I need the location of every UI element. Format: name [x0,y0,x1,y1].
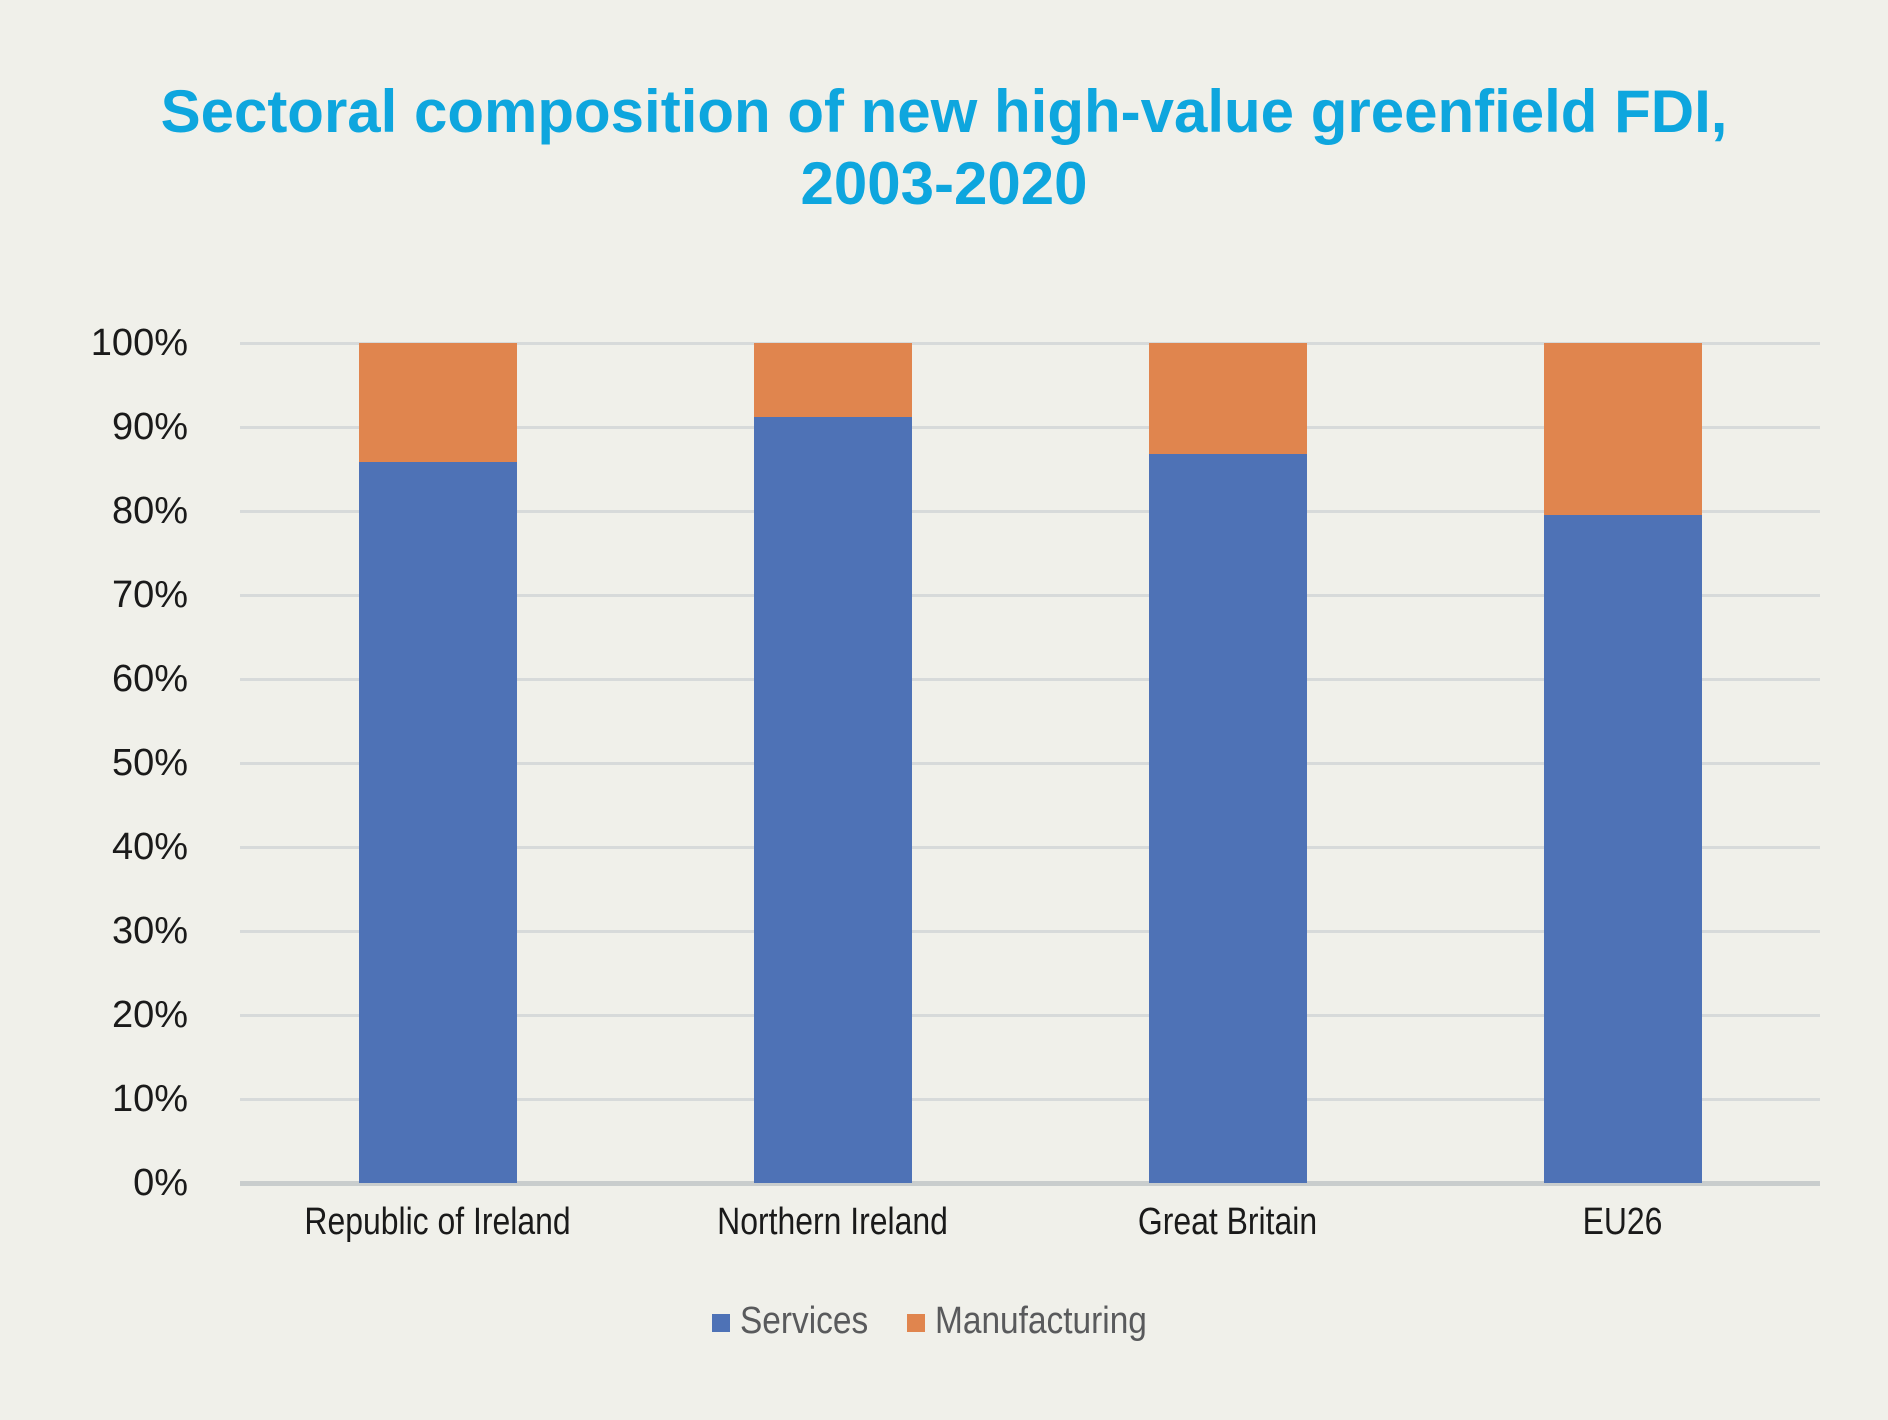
x-axis-category-label: Republic of Ireland [304,1201,571,1243]
y-axis-tick-label: 40% [111,826,188,868]
x-axis-category-label: Great Britain [1137,1201,1318,1243]
legend-label-services: Services [739,1300,868,1342]
gridline-20 [240,1013,1820,1017]
y-axis-tick-label: 10% [111,1078,188,1120]
bar-segment-manufacturing-republic-of-ireland [358,343,517,463]
gridline-60 [240,677,1820,681]
x-axis-category-label: Northern Ireland [717,1201,948,1243]
gridline-100 [240,341,1820,345]
gridline-70 [240,593,1820,597]
y-axis-tick-label: 0% [133,1162,188,1204]
y-axis-tick-label: 20% [111,994,188,1036]
chart-legend: Services Manufacturing [0,1300,1888,1342]
y-axis-tick-label: 50% [111,742,188,784]
bar-segment-manufacturing-eu26 [1543,343,1702,516]
bar-segment-services-eu26 [1543,515,1702,1183]
gridline-50 [240,761,1820,765]
bar-segment-services-great-britain [1148,453,1307,1183]
y-axis-tick-label: 30% [111,910,188,952]
gridline-40 [240,845,1820,849]
y-axis-tick-label: 90% [111,406,188,448]
x-axis-category-label: EU26 [1582,1201,1663,1243]
legend-marker-services-icon [711,1314,730,1332]
gridline-90 [240,425,1820,429]
bar-segment-services-northern-ireland [753,416,912,1183]
gridline-30 [240,929,1820,933]
y-axis-tick-label: 70% [111,574,188,616]
bar-segment-services-republic-of-ireland [358,462,517,1183]
gridline-80 [240,509,1820,513]
chart-title-line-2: 2003-2020 [800,150,1088,217]
y-axis-tick-label: 80% [111,490,188,532]
legend-marker-manufacturing-icon [907,1314,926,1332]
chart-title: Sectoral composition of new high-value g… [0,76,1888,220]
legend-label-manufacturing: Manufacturing [935,1300,1148,1342]
bar-segment-manufacturing-northern-ireland [753,343,912,417]
y-axis-tick-label: 60% [111,658,188,700]
legend-item-services: Services [711,1300,886,1342]
bar-segment-manufacturing-great-britain [1148,343,1307,454]
x-axis-line [240,1180,1820,1186]
legend-item-manufacturing: Manufacturing [907,1300,1176,1342]
chart-title-line-1: Sectoral composition of new high-value g… [160,78,1728,145]
y-axis-tick-label: 100% [90,322,188,364]
gridline-10 [240,1097,1820,1101]
